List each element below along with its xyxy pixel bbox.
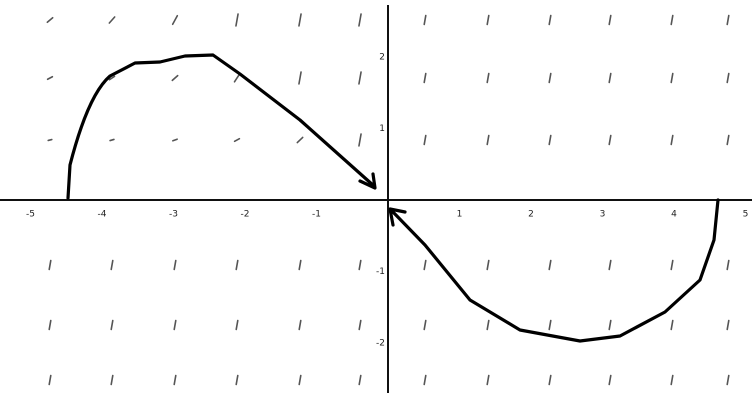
slope-dash bbox=[358, 319, 362, 331]
x-tick-label: 1 bbox=[457, 210, 463, 220]
slope-dash bbox=[670, 14, 674, 26]
slope-dash bbox=[47, 138, 53, 142]
y-tick-label: -1 bbox=[376, 267, 385, 277]
slope-dash bbox=[423, 72, 427, 84]
slope-dash bbox=[296, 136, 304, 144]
x-tick-label: 2 bbox=[528, 210, 534, 220]
slope-dash bbox=[670, 374, 674, 386]
slope-dash bbox=[172, 138, 178, 142]
x-tick-label: -2 bbox=[241, 210, 250, 220]
slope-dash bbox=[548, 14, 552, 26]
slope-marks bbox=[46, 13, 730, 386]
slope-dash bbox=[670, 319, 674, 331]
slope-dash bbox=[486, 14, 490, 26]
x-tick-label: -4 bbox=[98, 210, 107, 220]
x-tick-label: 3 bbox=[600, 210, 606, 220]
slope-dash bbox=[423, 14, 427, 26]
slope-dash bbox=[358, 133, 362, 147]
slope-dash bbox=[358, 13, 362, 27]
slope-dash bbox=[548, 319, 552, 331]
slope-dash bbox=[173, 259, 177, 271]
slope-dash bbox=[486, 374, 490, 386]
slope-dash bbox=[235, 374, 239, 386]
slope-dash bbox=[298, 259, 302, 271]
slope-dash bbox=[423, 259, 427, 271]
x-tick-label: 5 bbox=[743, 210, 749, 220]
slope-dash bbox=[608, 14, 612, 26]
slope-dash bbox=[423, 134, 427, 146]
slope-dash bbox=[171, 74, 179, 82]
slope-dash bbox=[173, 374, 177, 386]
slope-dash bbox=[423, 374, 427, 386]
slope-dash bbox=[235, 13, 239, 27]
slope-dash bbox=[48, 374, 52, 386]
slope-dash bbox=[108, 75, 116, 81]
slope-dash bbox=[548, 259, 552, 271]
slope-dash bbox=[670, 72, 674, 84]
slope-dash bbox=[173, 319, 177, 331]
slope-dash bbox=[358, 71, 362, 85]
slope-dash bbox=[108, 16, 116, 24]
slope-dash bbox=[548, 72, 552, 84]
slope-dash bbox=[109, 138, 115, 142]
slope-dash bbox=[548, 134, 552, 146]
slope-dash bbox=[726, 259, 730, 271]
slope-dash bbox=[486, 72, 490, 84]
slope-dash bbox=[298, 319, 302, 331]
y-tick-label: -2 bbox=[376, 339, 385, 349]
slope-dash bbox=[110, 374, 114, 386]
slope-dash bbox=[233, 137, 241, 143]
slope-dash bbox=[48, 319, 52, 331]
slope-dash bbox=[670, 134, 674, 146]
slope-dash bbox=[423, 319, 427, 331]
solution-curve-top bbox=[66, 53, 376, 200]
slope-dash bbox=[233, 73, 241, 83]
arrowhead-top bbox=[358, 172, 377, 190]
slope-dash bbox=[726, 72, 730, 84]
slope-dash bbox=[110, 259, 114, 271]
x-tick-label: -3 bbox=[169, 210, 178, 220]
slope-dash bbox=[608, 134, 612, 146]
slope-dash bbox=[235, 319, 239, 331]
slope-dash bbox=[358, 259, 362, 271]
slope-dash bbox=[298, 13, 302, 27]
slope-dash bbox=[486, 259, 490, 271]
slope-dash bbox=[298, 71, 302, 85]
y-tick-label: 1 bbox=[379, 124, 385, 134]
slope-dash bbox=[608, 72, 612, 84]
slope-dash bbox=[46, 16, 54, 24]
slope-dash bbox=[548, 374, 552, 386]
x-tick-label: -5 bbox=[26, 210, 35, 220]
slope-dash bbox=[670, 259, 674, 271]
y-tick-label: 2 bbox=[379, 53, 385, 63]
slope-dash bbox=[486, 319, 490, 331]
slope-dash bbox=[358, 374, 362, 386]
slope-dash bbox=[298, 374, 302, 386]
slope-dash bbox=[608, 374, 612, 386]
slope-dash bbox=[171, 14, 179, 26]
slope-dash bbox=[608, 319, 612, 331]
x-tick-label: -1 bbox=[312, 210, 321, 220]
slope-dash bbox=[726, 374, 730, 386]
slope-dash bbox=[48, 259, 52, 271]
slope-dash bbox=[726, 319, 730, 331]
solution-curve-bottom bbox=[391, 198, 720, 343]
arrowhead-bottom bbox=[388, 207, 407, 227]
slope-dash bbox=[110, 319, 114, 331]
slope-dash bbox=[486, 134, 490, 146]
slope-dash bbox=[726, 134, 730, 146]
slope-dash bbox=[235, 259, 239, 271]
slope-dash bbox=[608, 259, 612, 271]
slope-dash bbox=[46, 75, 54, 81]
x-tick-label: 4 bbox=[671, 210, 677, 220]
slope-dash bbox=[726, 14, 730, 26]
